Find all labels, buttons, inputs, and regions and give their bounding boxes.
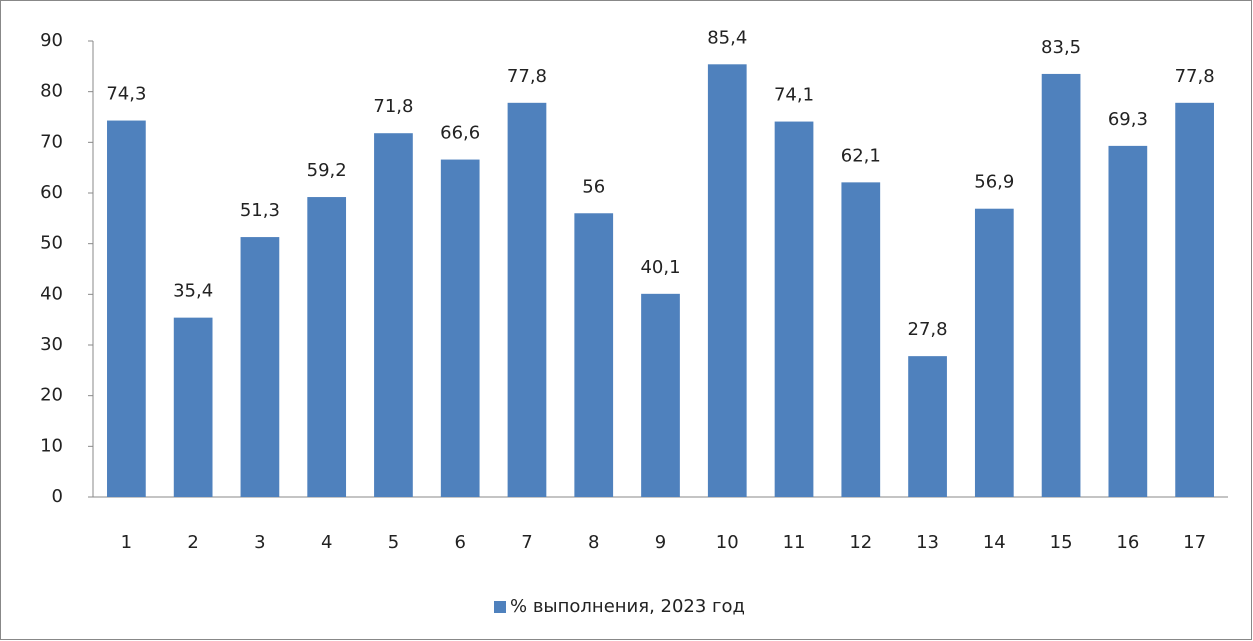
bar	[574, 213, 614, 497]
x-tick-label: 5	[388, 532, 399, 553]
bar	[774, 121, 814, 497]
y-tick-label: 50	[40, 233, 63, 254]
y-tick-label: 40	[40, 283, 63, 304]
data-label: 83,5	[1041, 37, 1081, 58]
x-tick-label: 3	[254, 532, 265, 553]
bar	[440, 159, 480, 497]
y-tick-label: 20	[40, 385, 63, 406]
bar	[507, 102, 547, 498]
y-tick-label: 10	[40, 435, 63, 456]
x-tick-label: 15	[1050, 532, 1073, 553]
bar	[974, 208, 1014, 497]
bar	[641, 293, 680, 497]
y-tick-label: 60	[40, 182, 63, 203]
data-label: 51,3	[240, 200, 280, 221]
x-tick-label: 9	[655, 532, 666, 553]
x-tick-label: 17	[1183, 532, 1206, 553]
x-tick-label: 4	[321, 532, 332, 553]
bar	[374, 133, 413, 498]
y-tick-label: 0	[52, 486, 63, 507]
data-label: 40,1	[640, 257, 680, 278]
legend-label: % выполнения, 2023 год	[510, 596, 745, 617]
y-tick-label: 70	[40, 131, 63, 152]
bar	[1108, 145, 1148, 497]
bar	[841, 182, 881, 498]
x-tick-label: 16	[1116, 532, 1139, 553]
data-label: 69,3	[1108, 109, 1148, 130]
bar	[307, 197, 347, 497]
bar	[707, 64, 747, 497]
x-tick-label: 13	[916, 532, 939, 553]
data-label: 71,8	[373, 96, 413, 117]
data-label: 85,4	[707, 27, 747, 48]
data-label: 56,9	[974, 172, 1014, 193]
y-tick-label: 80	[40, 81, 63, 102]
data-label: 27,8	[908, 319, 948, 340]
data-label: 35,4	[173, 281, 213, 302]
bar	[908, 356, 947, 497]
x-tick-label: 7	[521, 532, 532, 553]
x-tick-label: 14	[983, 532, 1006, 553]
data-label: 66,6	[440, 123, 480, 144]
data-label: 74,3	[106, 84, 146, 105]
bar	[1041, 73, 1081, 497]
bar	[240, 237, 280, 497]
x-tick-label: 10	[716, 532, 739, 553]
x-tick-label: 6	[454, 532, 465, 553]
data-label: 77,8	[1175, 66, 1215, 87]
x-tick-label: 1	[121, 532, 132, 553]
bar	[107, 120, 146, 498]
x-tick-label: 12	[849, 532, 872, 553]
data-label: 77,8	[507, 66, 547, 87]
data-label: 59,2	[307, 160, 347, 181]
data-label: 74,1	[774, 85, 814, 106]
x-tick-label: 2	[187, 532, 198, 553]
y-tick-label: 90	[40, 30, 63, 51]
y-tick-label: 30	[40, 334, 63, 355]
x-tick-label: 11	[783, 532, 806, 553]
data-label: 62,1	[841, 145, 881, 166]
legend-swatch	[494, 601, 506, 613]
bar	[173, 317, 213, 497]
bar	[1175, 102, 1214, 498]
x-tick-label: 8	[588, 532, 599, 553]
data-label: 56	[582, 176, 605, 197]
